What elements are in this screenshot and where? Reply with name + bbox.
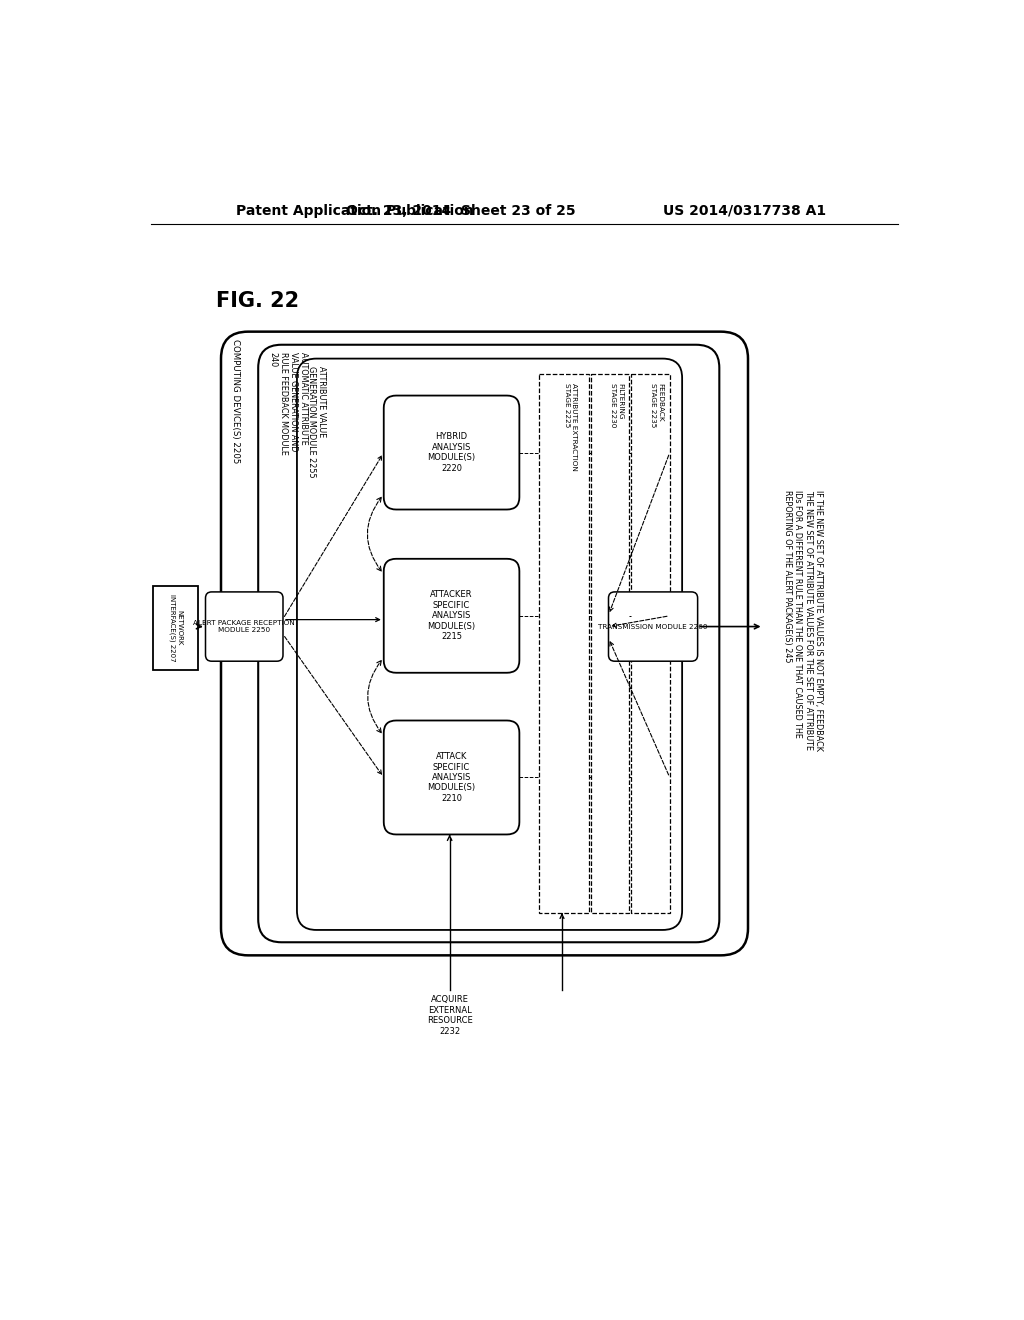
Bar [153, 586, 198, 671]
Text: ALERT PACKAGE RECEPTION
MODULE 2250: ALERT PACKAGE RECEPTION MODULE 2250 [194, 620, 295, 634]
Bar [539, 374, 589, 913]
FancyBboxPatch shape [258, 345, 719, 942]
Text: HYBRID
ANALYSIS
MODULE(S)
2220: HYBRID ANALYSIS MODULE(S) 2220 [427, 433, 475, 473]
Text: ATTRIBUTE VALUE
GENERATION MODULE 2255: ATTRIBUTE VALUE GENERATION MODULE 2255 [307, 367, 327, 478]
Text: NETWORK
INTERFACE(S) 2207: NETWORK INTERFACE(S) 2207 [169, 594, 182, 661]
FancyBboxPatch shape [297, 359, 682, 929]
Text: FEEDBACK
STAGE 2235: FEEDBACK STAGE 2235 [650, 383, 664, 428]
Text: AUTOMATIC ATTRIBUTE
VALUE GENERATION AND
RULE FEEDBACK MODULE
240: AUTOMATIC ATTRIBUTE VALUE GENERATION AND… [268, 352, 308, 455]
FancyBboxPatch shape [384, 558, 519, 673]
Text: ATTACK
SPECIFIC
ANALYSIS
MODULE(S)
2210: ATTACK SPECIFIC ANALYSIS MODULE(S) 2210 [427, 752, 475, 803]
Text: COMPUTING DEVICE(S) 2205: COMPUTING DEVICE(S) 2205 [231, 339, 240, 463]
Text: TRANSMISSION MODULE 2260: TRANSMISSION MODULE 2260 [598, 623, 708, 630]
Text: US 2014/0317738 A1: US 2014/0317738 A1 [663, 203, 826, 218]
Text: FILTERING
STAGE 2230: FILTERING STAGE 2230 [610, 383, 623, 428]
FancyBboxPatch shape [608, 591, 697, 661]
Text: ATTRIBUTE EXTRACTION
STAGE 2225: ATTRIBUTE EXTRACTION STAGE 2225 [564, 383, 577, 471]
FancyBboxPatch shape [384, 396, 519, 510]
Bar [631, 374, 670, 913]
Text: IF THE NEW SET OF ATTRIBUTE VALUES IS NOT EMPTY, FEEDBACK
THE NEW SET OF ATTRIBU: IF THE NEW SET OF ATTRIBUTE VALUES IS NO… [783, 490, 823, 750]
FancyBboxPatch shape [384, 721, 519, 834]
Bar [591, 374, 630, 913]
Text: Oct. 23, 2014  Sheet 23 of 25: Oct. 23, 2014 Sheet 23 of 25 [346, 203, 577, 218]
Text: ACQUIRE
EXTERNAL
RESOURCE
2232: ACQUIRE EXTERNAL RESOURCE 2232 [427, 995, 472, 1036]
Text: ATTACKER
SPECIFIC
ANALYSIS
MODULE(S)
2215: ATTACKER SPECIFIC ANALYSIS MODULE(S) 221… [427, 590, 475, 642]
FancyBboxPatch shape [221, 331, 748, 956]
FancyBboxPatch shape [206, 591, 283, 661]
Text: FIG. 22: FIG. 22 [216, 290, 299, 310]
Text: Patent Application Publication: Patent Application Publication [237, 203, 474, 218]
